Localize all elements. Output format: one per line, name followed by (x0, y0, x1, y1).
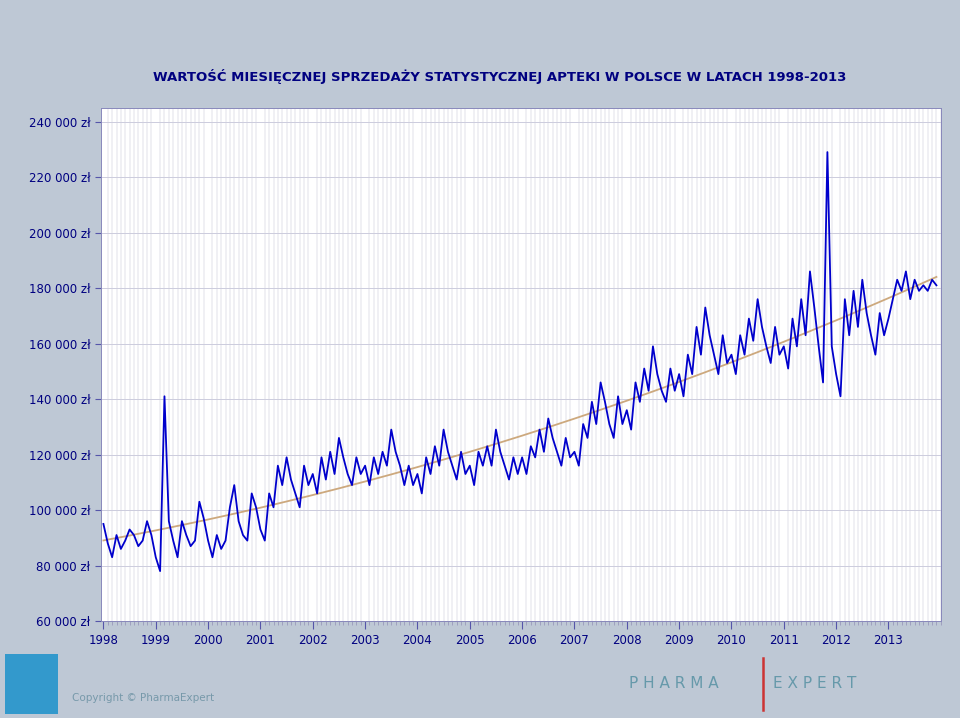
Text: E X P E R T: E X P E R T (773, 676, 856, 691)
Text: P H A R M A: P H A R M A (629, 676, 718, 691)
Text: Copyright © PharmaExpert: Copyright © PharmaExpert (72, 693, 214, 702)
FancyBboxPatch shape (5, 654, 58, 714)
Text: WARTOŚĆ MIESIĘCZNEJ SPRZEDAŻY STATYSTYCZNEJ APTEKI W POLSCE W LATACH 1998-2013: WARTOŚĆ MIESIĘCZNEJ SPRZEDAŻY STATYSTYCZ… (153, 70, 846, 84)
